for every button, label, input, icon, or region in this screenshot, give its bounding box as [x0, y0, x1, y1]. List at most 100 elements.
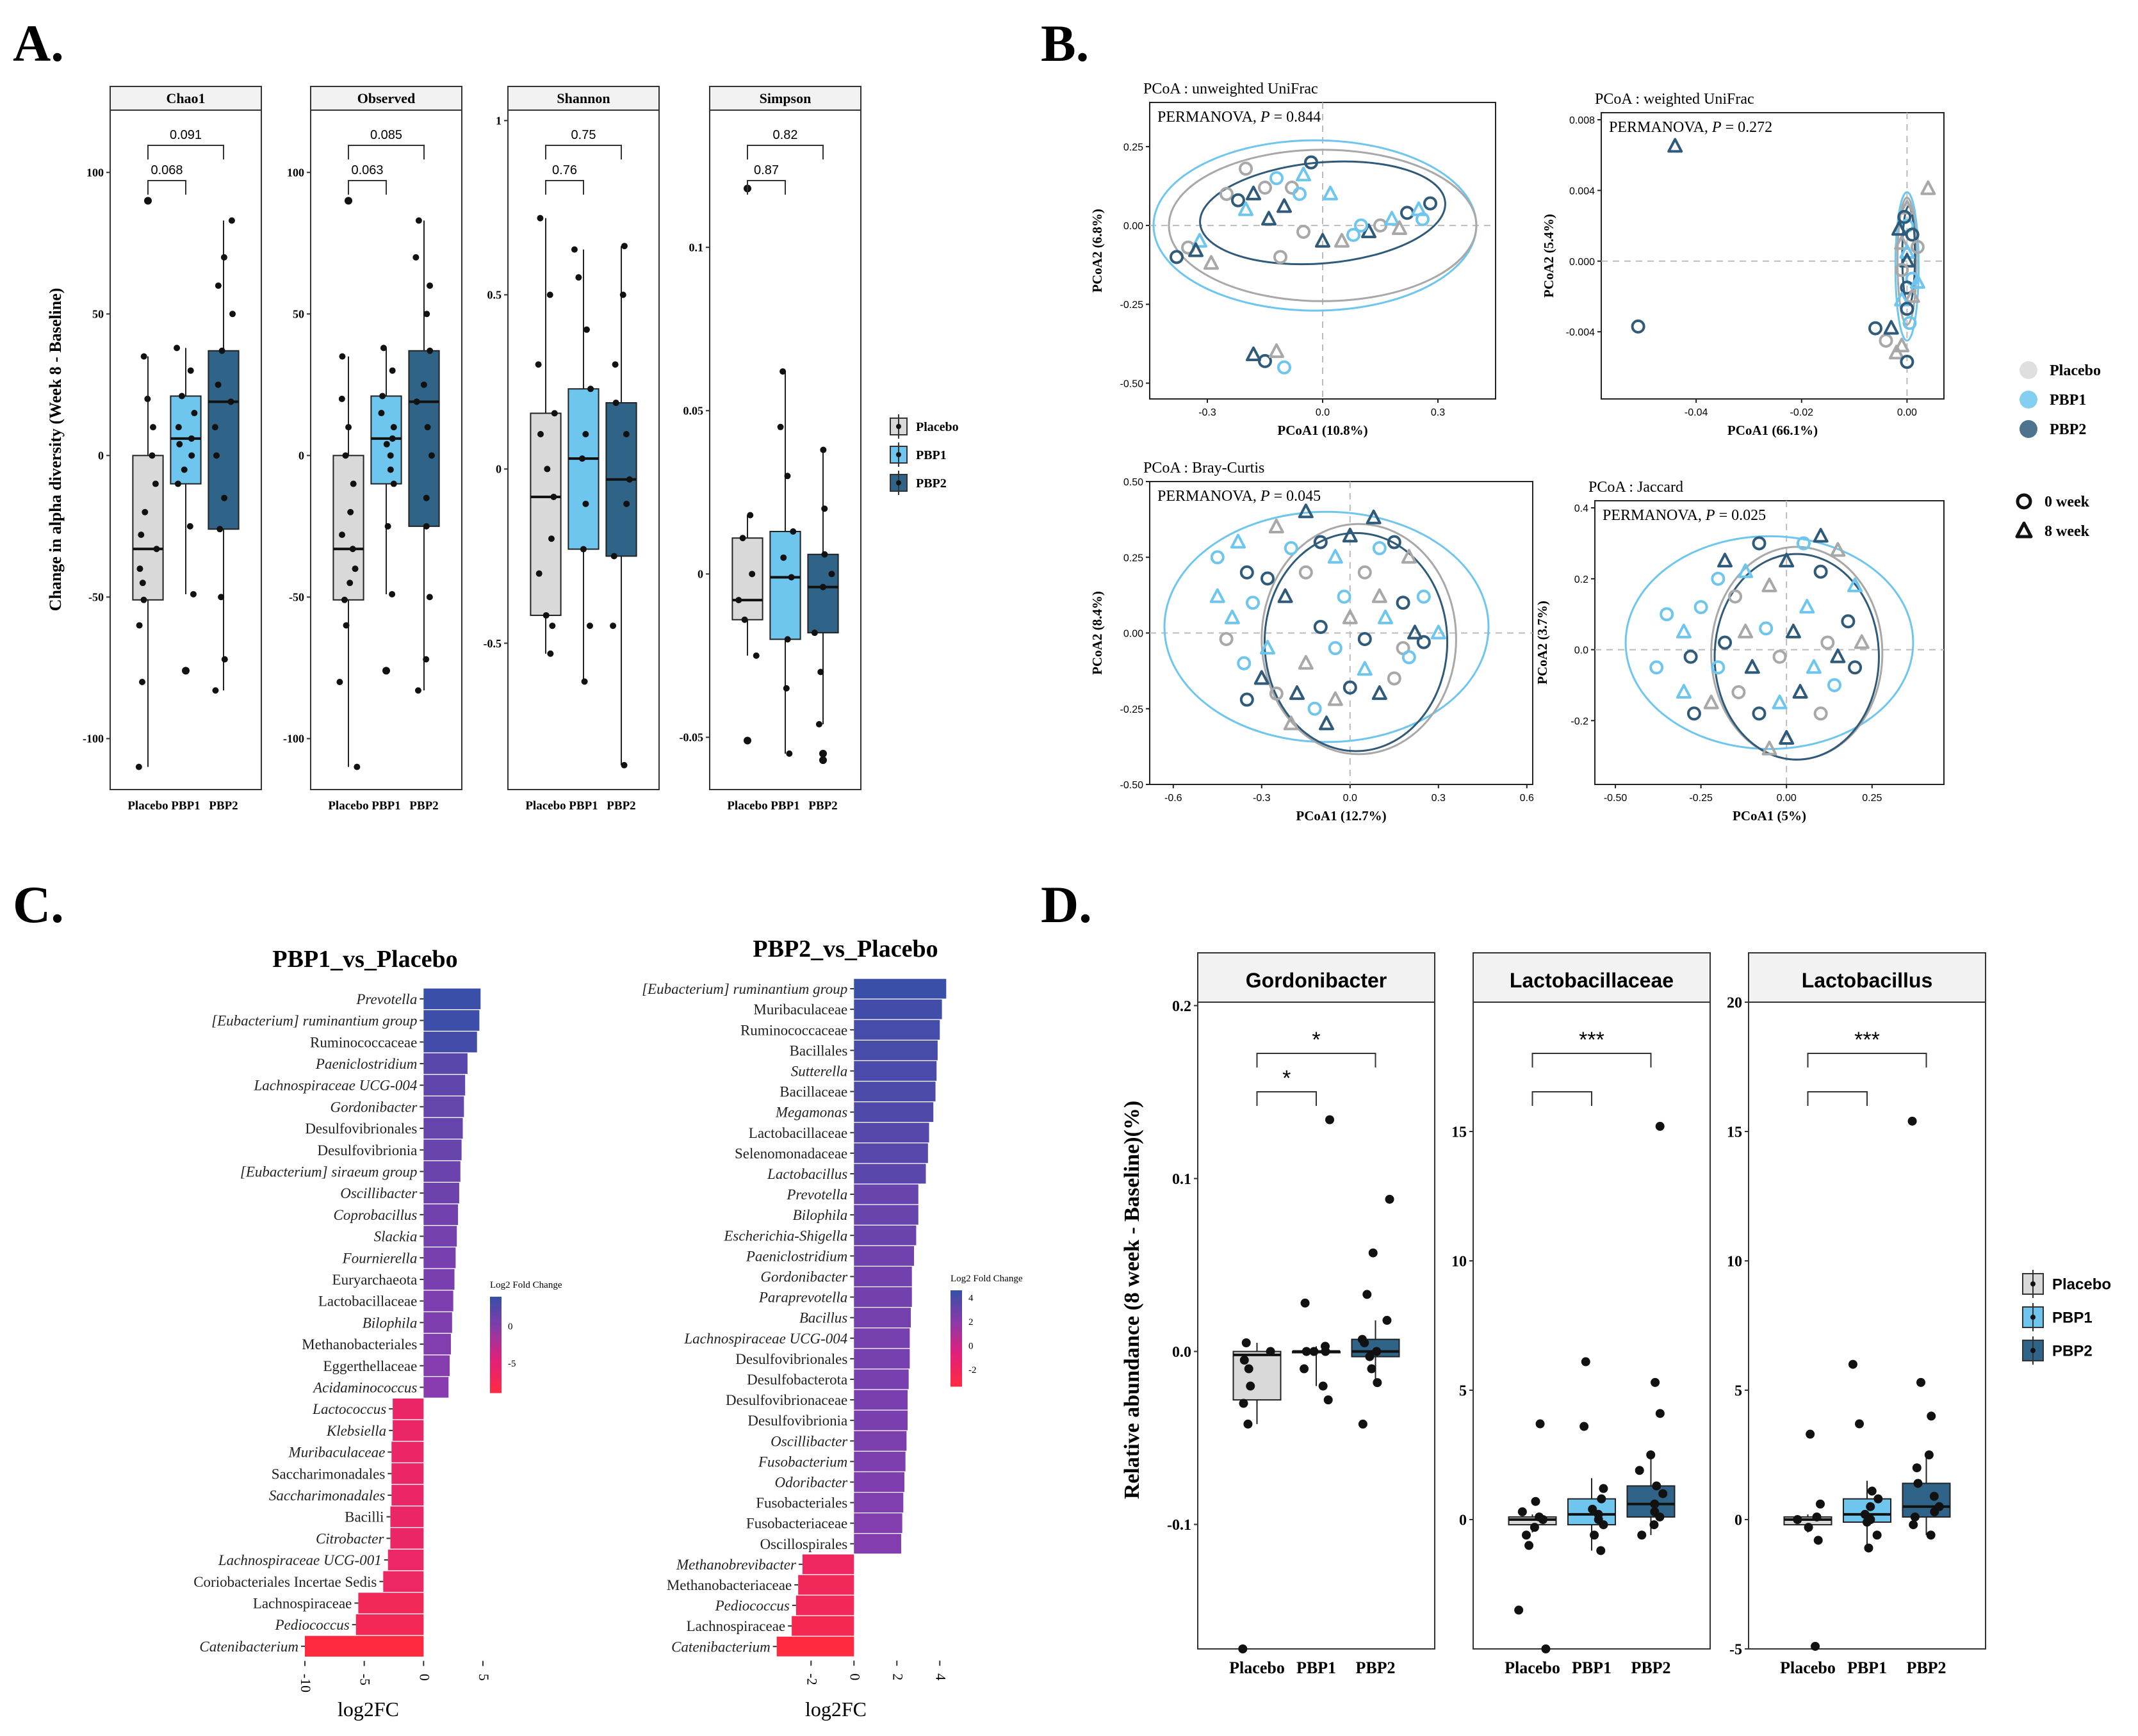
sample-circle — [1879, 333, 1893, 348]
x-axis-label: PCoA1 (5%) — [1733, 808, 1806, 823]
sample-circle — [1342, 680, 1357, 695]
data-point — [571, 246, 578, 253]
legend-label: PBP2 — [2052, 1342, 2093, 1359]
data-point — [784, 473, 791, 480]
sample-triangle — [1813, 528, 1829, 543]
data-point — [390, 480, 397, 487]
data-point — [1913, 1479, 1923, 1488]
fold-change-bar — [854, 1184, 918, 1205]
fold-change-bar — [854, 1225, 917, 1245]
sample-triangle — [1854, 634, 1870, 649]
sample-circle — [1269, 686, 1284, 701]
facet-title: Chao1 — [166, 90, 205, 106]
sample-circle — [1372, 541, 1387, 556]
y-tick-label: 0.000 — [1569, 257, 1595, 268]
data-point — [350, 480, 357, 487]
y-tick-label: -0.1 — [1167, 1517, 1191, 1534]
data-point — [1382, 1315, 1392, 1325]
permanova-part: PERMANOVA, — [1603, 507, 1706, 524]
legend-gradient-step — [951, 1380, 962, 1384]
group-ellipse — [1894, 191, 1920, 342]
significance-bracket — [747, 180, 786, 195]
data-point — [227, 398, 234, 405]
taxon-label: Coprobacillus — [334, 1207, 418, 1223]
taxon-label: Klebsiella — [326, 1423, 386, 1439]
data-point — [1367, 1364, 1376, 1374]
permanova-part: PERMANOVA, — [1609, 119, 1712, 136]
fold-change-bar — [423, 1117, 463, 1139]
data-point — [739, 535, 746, 542]
data-point — [612, 400, 619, 407]
facet-title: Shannon — [557, 90, 610, 106]
sample-circle — [1357, 565, 1372, 580]
sample-triangle — [1283, 715, 1299, 731]
y-tick-label: 50 — [293, 308, 304, 321]
data-point — [420, 381, 427, 388]
sample-triangle — [1920, 180, 1936, 195]
data-point — [1579, 1422, 1589, 1431]
x-tick-label: PBP2 — [1631, 1659, 1670, 1677]
taxon-label: Escherichia-Shigella — [723, 1228, 847, 1244]
sample-circle — [1813, 564, 1828, 579]
data-point — [349, 546, 356, 553]
legend-tick-label: 0 — [968, 1341, 974, 1351]
data-point — [390, 424, 397, 431]
data-point — [140, 353, 147, 360]
data-point — [548, 535, 555, 542]
legend-gradient-step — [951, 1326, 962, 1329]
panel-d-relative-abundance: Relative abundance (8 week - Baseline)(%… — [1120, 952, 2111, 1677]
facet-title: Lactobacillus — [1802, 969, 1933, 992]
data-point — [1926, 1530, 1936, 1540]
y-tick-label: 0.50 — [1123, 477, 1143, 488]
facet-strip — [310, 86, 462, 111]
data-point — [1909, 1520, 1918, 1530]
outlier-point — [382, 667, 390, 675]
data-point — [1848, 1359, 1857, 1369]
legend-gradient-step — [490, 1342, 502, 1345]
sample-circle — [1683, 649, 1698, 664]
x-axis-label: log2FC — [805, 1698, 867, 1721]
fold-change-bar — [423, 1377, 449, 1398]
fold-change-bar — [854, 1061, 937, 1081]
legend-gradient-step — [490, 1326, 502, 1329]
y-tick-label: -0.50 — [1120, 780, 1144, 791]
data-point — [817, 669, 824, 676]
legend-title: Log2 Fold Change — [951, 1274, 1023, 1284]
legend-key-point — [2030, 1348, 2036, 1353]
legend-gradient-step — [490, 1370, 502, 1374]
data-point — [821, 505, 828, 512]
legend-gradient-step — [951, 1294, 962, 1297]
data-point — [586, 622, 593, 629]
panel-label-d: D. — [1041, 875, 1092, 934]
data-point — [1266, 1347, 1275, 1356]
x-tick-label: PBP1 — [371, 799, 400, 813]
outlier-point — [182, 667, 190, 675]
x-tick-label: 0.0 — [1316, 407, 1330, 418]
fold-change-bar — [423, 1010, 480, 1031]
box — [208, 350, 240, 530]
sample-triangle — [1676, 623, 1692, 638]
fold-change-bar — [854, 1164, 926, 1184]
data-point — [216, 526, 224, 533]
permanova-label: PERMANOVA, P = 0.025 — [1603, 507, 1766, 524]
data-point — [1812, 1512, 1822, 1521]
fold-change-bar — [390, 1506, 424, 1527]
x-tick-label: PBP2 — [209, 799, 238, 813]
legend-gradient-step — [490, 1351, 502, 1355]
legend-key-point — [2030, 1281, 2036, 1286]
box — [530, 412, 562, 616]
sample-triangle — [1230, 533, 1246, 549]
fold-change-bar — [383, 1571, 424, 1592]
data-point — [619, 291, 626, 298]
fold-change-bar — [423, 988, 481, 1010]
sample-triangle — [1315, 232, 1330, 248]
data-point — [1372, 1347, 1382, 1356]
data-point — [188, 452, 195, 459]
sample-circle — [1387, 671, 1401, 686]
taxon-label: Megamonas — [775, 1105, 847, 1121]
sample-circle — [1269, 171, 1284, 186]
data-point — [383, 441, 390, 448]
y-tick-label: 0.004 — [1569, 186, 1595, 197]
fold-change-bar — [854, 978, 947, 999]
sample-triangle — [1319, 715, 1334, 731]
